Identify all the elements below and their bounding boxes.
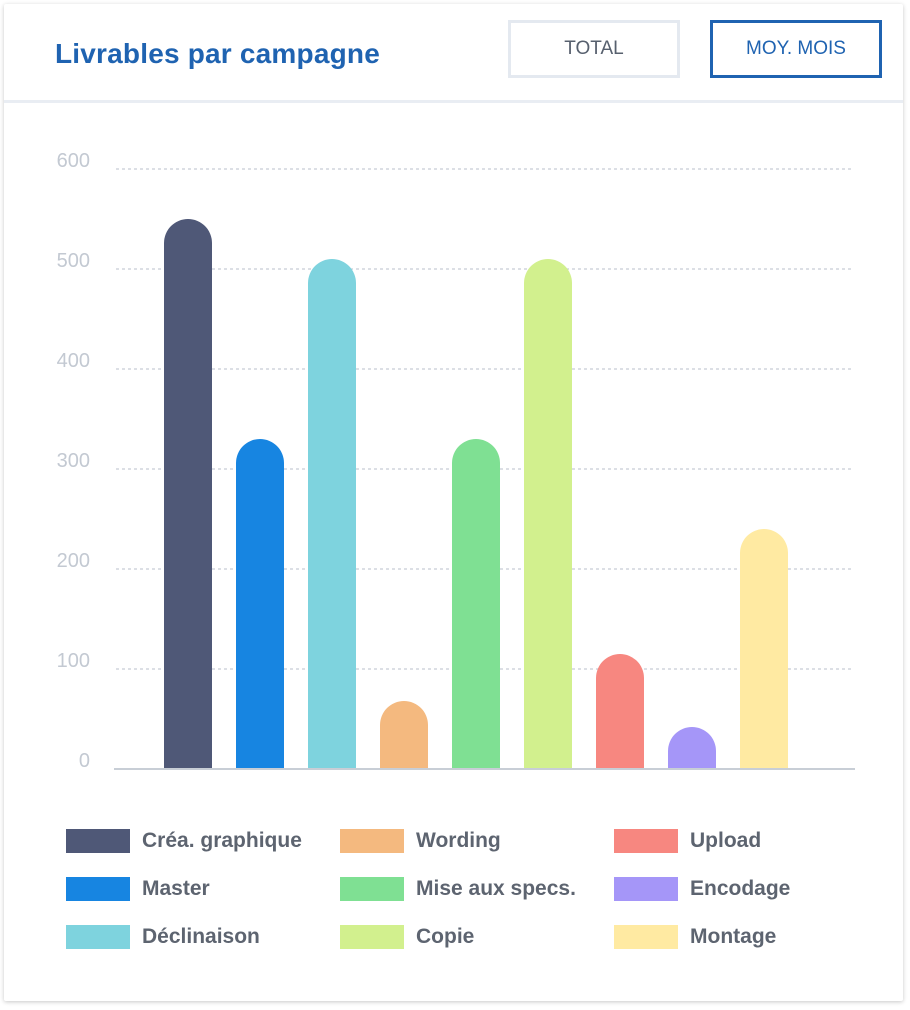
bar-9: [740, 529, 788, 769]
legend-swatch: [340, 925, 404, 949]
legend-swatch: [340, 829, 404, 853]
legend-item: Master: [66, 876, 210, 902]
legend-item: Déclinaison: [66, 924, 260, 950]
bar-6: [524, 259, 572, 769]
legend-swatch: [614, 829, 678, 853]
bar-3: [308, 259, 356, 769]
bar-8: [668, 727, 716, 769]
y-tick-label: 300: [57, 450, 90, 472]
bar-4: [380, 701, 428, 769]
legend-item: Montage: [614, 924, 776, 950]
legend-label: Wording: [416, 829, 501, 852]
legend-label: Créa. graphique: [142, 829, 302, 852]
monthly-average-button[interactable]: MOY. MOIS: [710, 20, 882, 78]
y-tick-label: 200: [57, 550, 90, 572]
y-tick-label: 0: [79, 750, 90, 772]
legend-swatch: [340, 877, 404, 901]
legend-label: Montage: [690, 925, 777, 948]
total-button[interactable]: TOTAL: [508, 20, 680, 78]
chart-card: Livrables par campagne TOTAL MOY. MOIS: [4, 4, 903, 1001]
legend-label: Encodage: [690, 877, 791, 900]
bar-2: [236, 439, 284, 769]
card-header: Livrables par campagne TOTAL MOY. MOIS: [4, 4, 903, 103]
y-tick-label: 100: [57, 650, 90, 672]
legend-item: Mise aux specs.: [340, 876, 576, 902]
y-tick-label: 500: [57, 250, 90, 272]
page-title: Livrables par campagne: [55, 38, 380, 69]
legend-swatch: [614, 877, 678, 901]
legend-swatch: [614, 925, 678, 949]
legend-item: Copie: [340, 924, 474, 950]
legend-label: Mise aux specs.: [416, 877, 576, 900]
legend-label: Déclinaison: [142, 925, 260, 948]
legend-label: Master: [142, 877, 210, 900]
legend-item: Créa. graphique: [66, 828, 302, 854]
legend-item: Upload: [614, 828, 761, 854]
legend-swatch: [66, 925, 130, 949]
legend-item: Wording: [340, 828, 501, 854]
bar-1: [164, 219, 212, 769]
legend-item: Encodage: [614, 876, 790, 902]
legend-swatch: [66, 829, 130, 853]
legend-swatch: [66, 877, 130, 901]
y-tick-label: 400: [57, 350, 90, 372]
bar-5: [452, 439, 500, 769]
y-tick-label: 600: [57, 150, 90, 172]
chart-legend: Créa. graphique Master Déclinaison Wording M…: [66, 828, 866, 968]
bar-7: [596, 654, 644, 769]
legend-label: Upload: [690, 829, 762, 852]
legend-label: Copie: [416, 925, 475, 948]
